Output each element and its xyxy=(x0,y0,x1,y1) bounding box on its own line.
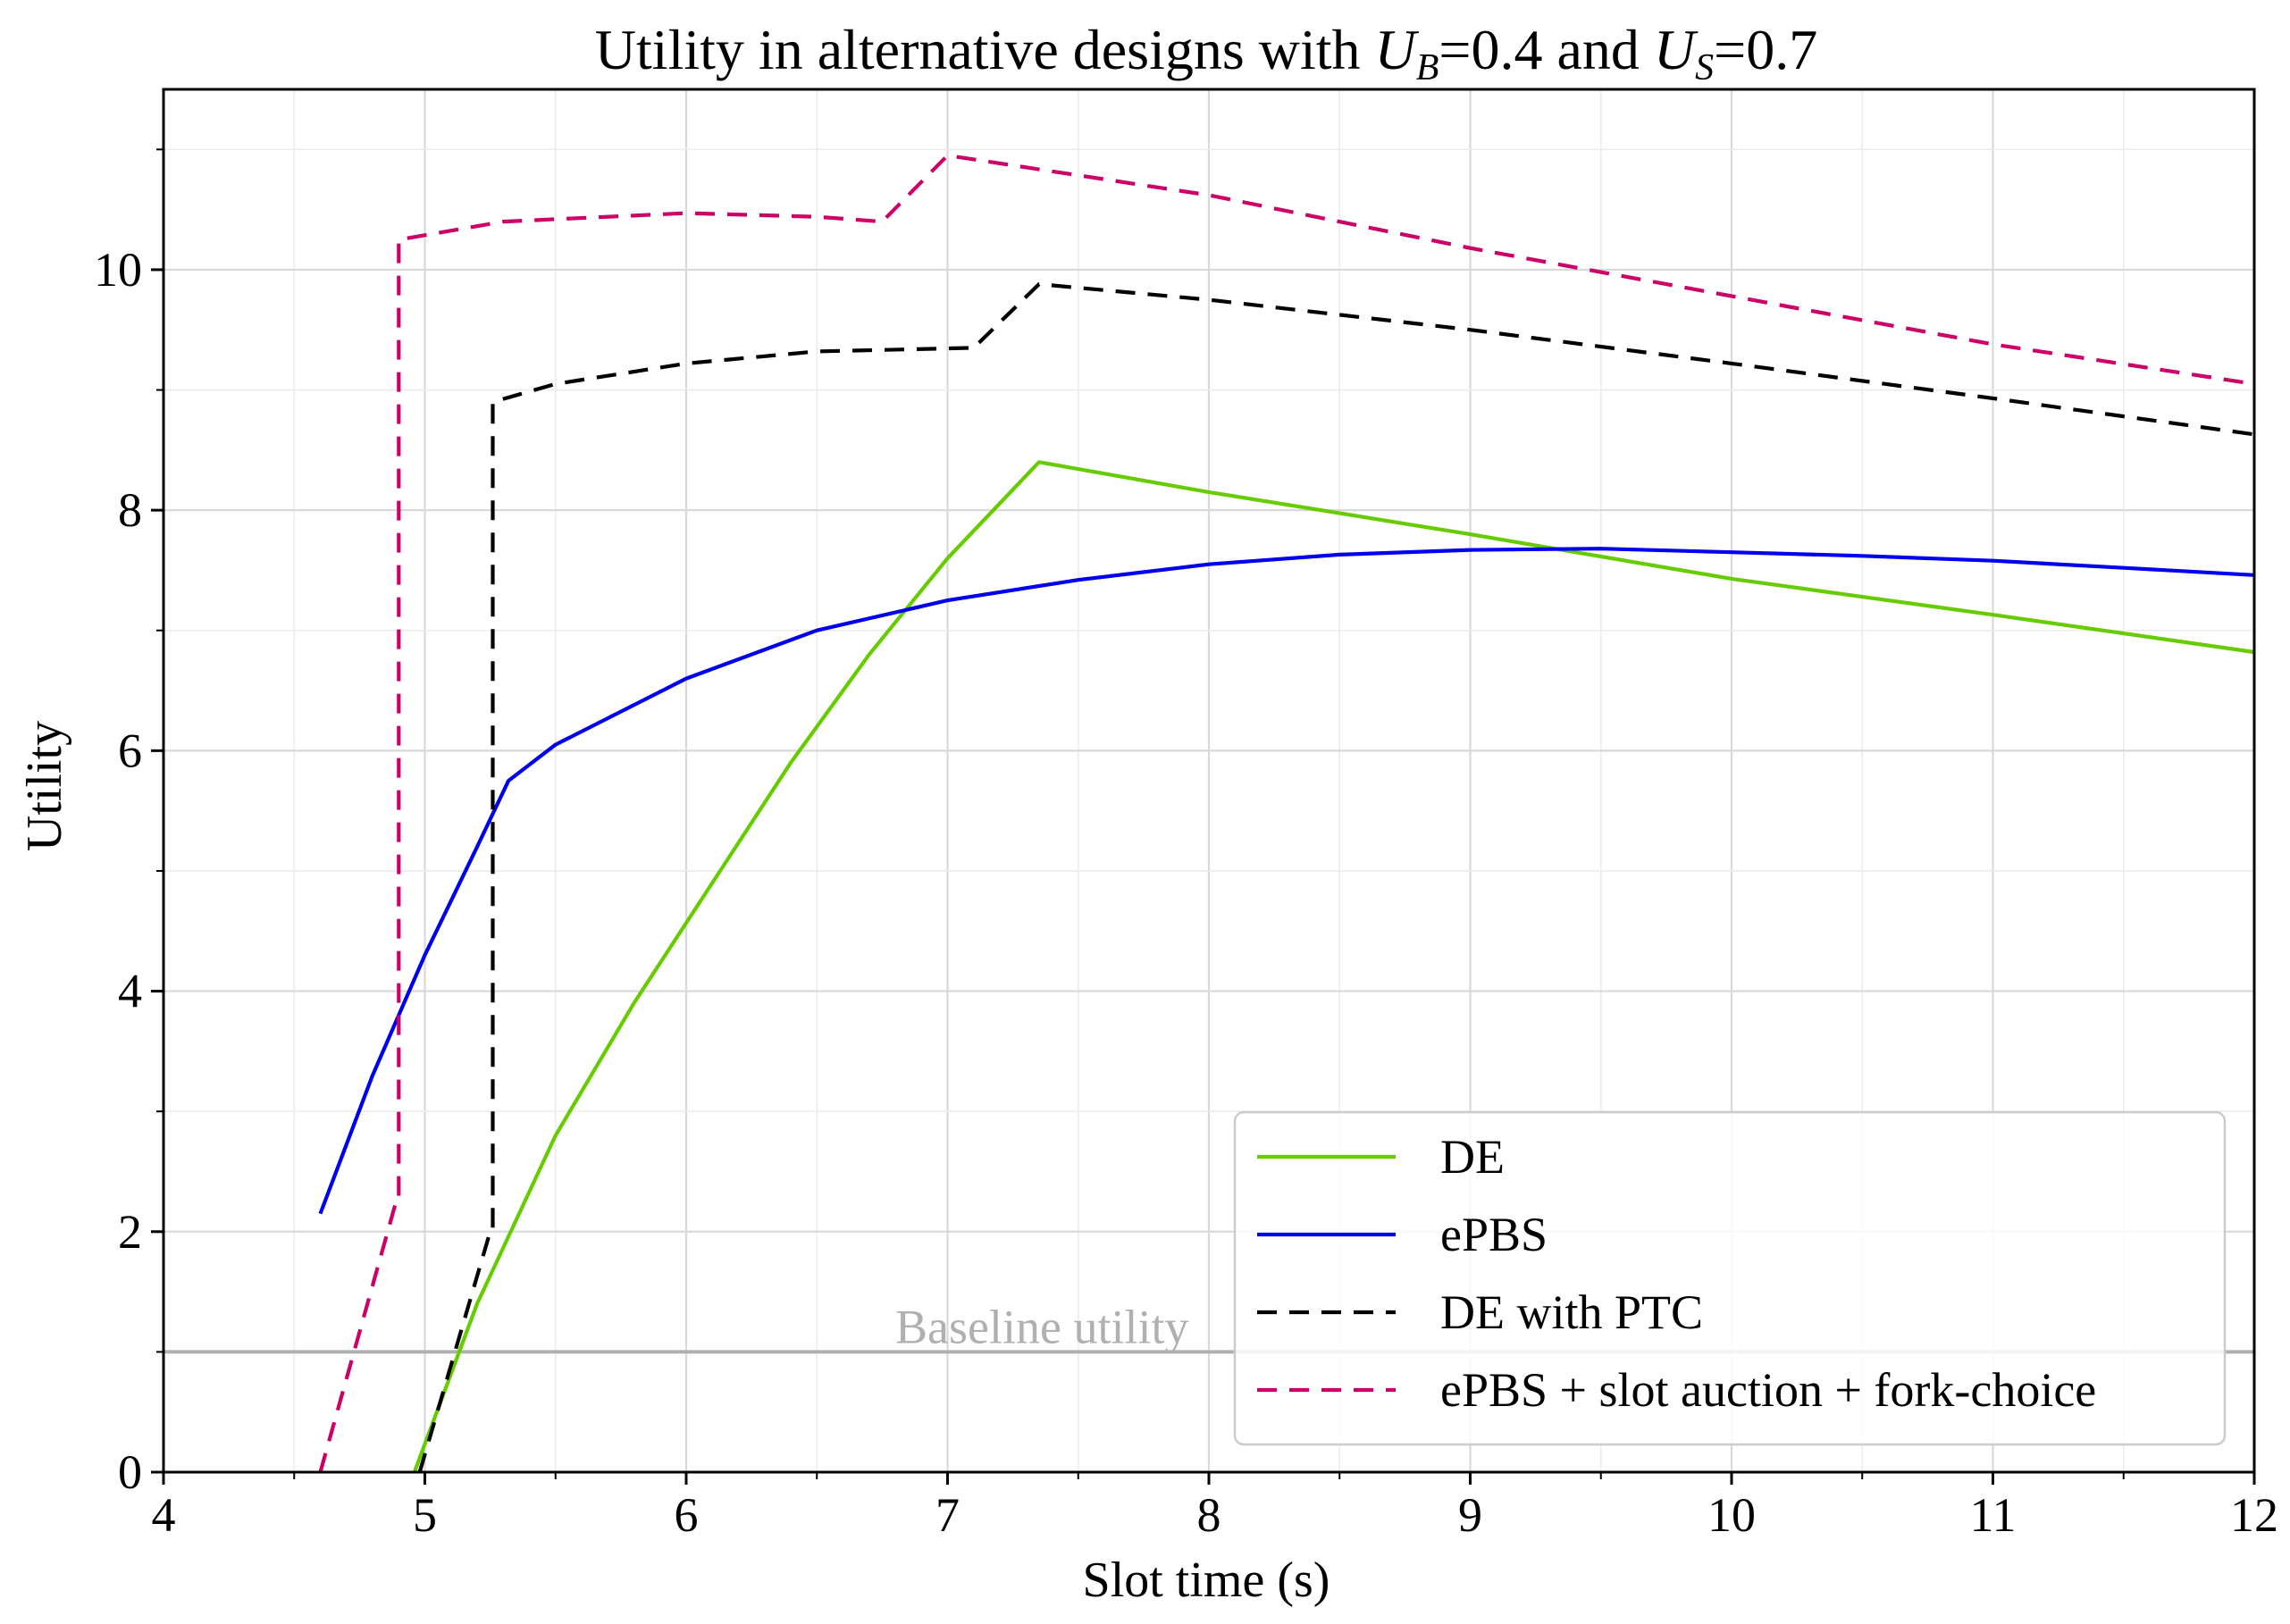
title-joiner: and xyxy=(1543,18,1654,81)
y-tick-label: 2 xyxy=(118,1205,142,1259)
legend: DE ePBS DE with PTC ePBS + slot auction + f… xyxy=(1233,1110,2227,1446)
chart-title: Utility in alternative designs with UB=0… xyxy=(595,18,1817,88)
x-tick-label: 4 xyxy=(152,1488,176,1542)
title-prefix: Utility in alternative designs with xyxy=(595,18,1375,81)
y-tick-label: 10 xyxy=(94,243,142,297)
baseline-label: Baseline utility xyxy=(895,1300,1188,1353)
x-axis-label: Slot time (s) xyxy=(1083,1553,1330,1608)
legend-label-1: DE xyxy=(1440,1130,1505,1184)
legend-label-4: ePBS + slot auction + fork-choice xyxy=(1440,1363,2096,1417)
x-tick-label: 6 xyxy=(675,1488,699,1542)
series-lines xyxy=(318,153,2255,1473)
x-tick-label: 12 xyxy=(2230,1488,2278,1542)
title-us-symbol: U xyxy=(1654,18,1699,81)
x-tick-label: 5 xyxy=(413,1488,437,1542)
x-tick-label: 10 xyxy=(1707,1488,1756,1542)
title-ub-symbol: U xyxy=(1375,18,1420,81)
y-tick-label: 6 xyxy=(118,724,142,777)
series-line-2 xyxy=(318,547,2255,1215)
title-ub-subscript: B xyxy=(1416,47,1439,88)
y-tick-label: 0 xyxy=(118,1445,142,1499)
title-us-value: =0.7 xyxy=(1714,18,1817,81)
title-ub-value: =0.4 xyxy=(1439,18,1542,81)
x-tick-label: 11 xyxy=(1970,1488,2017,1542)
y-tick-label: 8 xyxy=(118,483,142,537)
legend-label-2: ePBS xyxy=(1440,1208,1548,1261)
series-line-3 xyxy=(417,282,2255,1473)
x-tick-label: 8 xyxy=(1197,1488,1221,1542)
x-tick-label: 9 xyxy=(1458,1488,1482,1542)
legend-box xyxy=(1233,1110,2227,1446)
x-tick-label: 7 xyxy=(935,1488,960,1542)
series-line-4 xyxy=(318,153,2255,1473)
legend-label-3: DE with PTC xyxy=(1440,1285,1703,1339)
axis-ticks: 4 5 6 7 8 9 10 11 12 0 2 4 6 8 10 xyxy=(94,148,2278,1542)
baseline: Baseline utility xyxy=(164,1300,2254,1354)
y-tick-label: 4 xyxy=(118,965,142,1018)
title-us-subscript: S xyxy=(1695,47,1714,88)
y-axis-label: Utility xyxy=(17,721,72,851)
series-line-1 xyxy=(412,460,2255,1473)
